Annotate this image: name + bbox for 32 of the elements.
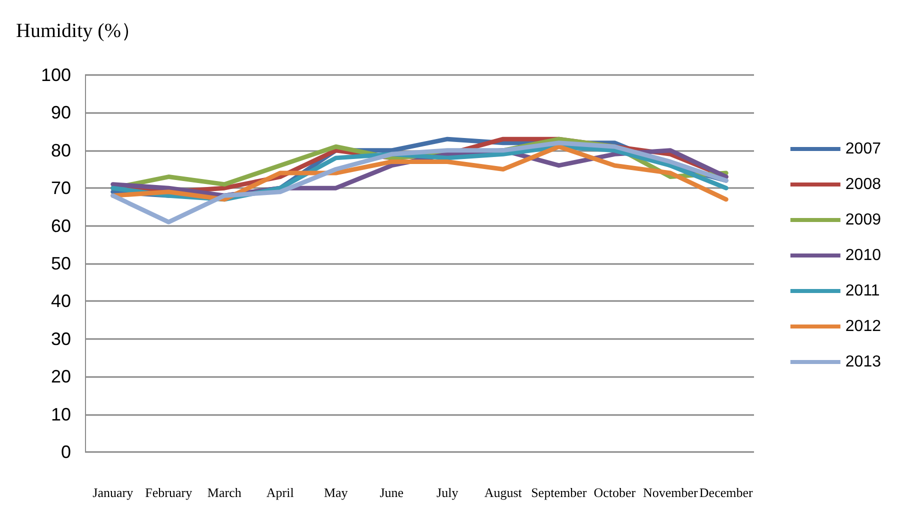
legend-label: 2013 [845, 354, 882, 370]
y-tick-label: 20 [50, 366, 71, 387]
x-tick-label: April [266, 485, 294, 500]
x-tick-label: January [92, 485, 134, 500]
x-tick-label: May [324, 485, 348, 500]
y-tick-label: 80 [50, 140, 71, 160]
legend-label: 2010 [845, 247, 882, 264]
y-axis-title: Humidity (%） [16, 20, 141, 42]
x-tick-label: February [145, 485, 193, 500]
y-tick-label: 100 [40, 65, 71, 85]
y-tick-label: 90 [50, 102, 71, 123]
y-tick-label: 50 [50, 254, 71, 274]
line-series [110, 140, 728, 224]
x-tick-label: March [207, 485, 242, 500]
y-tick-label: 30 [50, 328, 71, 349]
x-tick-label: August [484, 485, 522, 500]
x-tick-label: July [436, 485, 459, 500]
x-tick-label: December [699, 485, 754, 500]
y-tick-label: 60 [50, 216, 71, 236]
legend-label: 2009 [845, 212, 882, 228]
x-tick-label: June [380, 485, 404, 500]
x-tick-label: October [594, 485, 636, 500]
legend-label: 2011 [845, 282, 880, 300]
x-tick-label: November [642, 485, 698, 500]
x-tick-label: September [531, 485, 588, 500]
y-tick-label: 10 [50, 404, 71, 424]
y-tick-label: 70 [50, 178, 71, 198]
legend-label: 2007 [845, 140, 882, 158]
y-tick-label: 40 [50, 291, 71, 312]
legend-label: 2012 [845, 318, 882, 335]
legend-label: 2008 [845, 176, 882, 193]
y-tick-label: 0 [60, 442, 71, 462]
